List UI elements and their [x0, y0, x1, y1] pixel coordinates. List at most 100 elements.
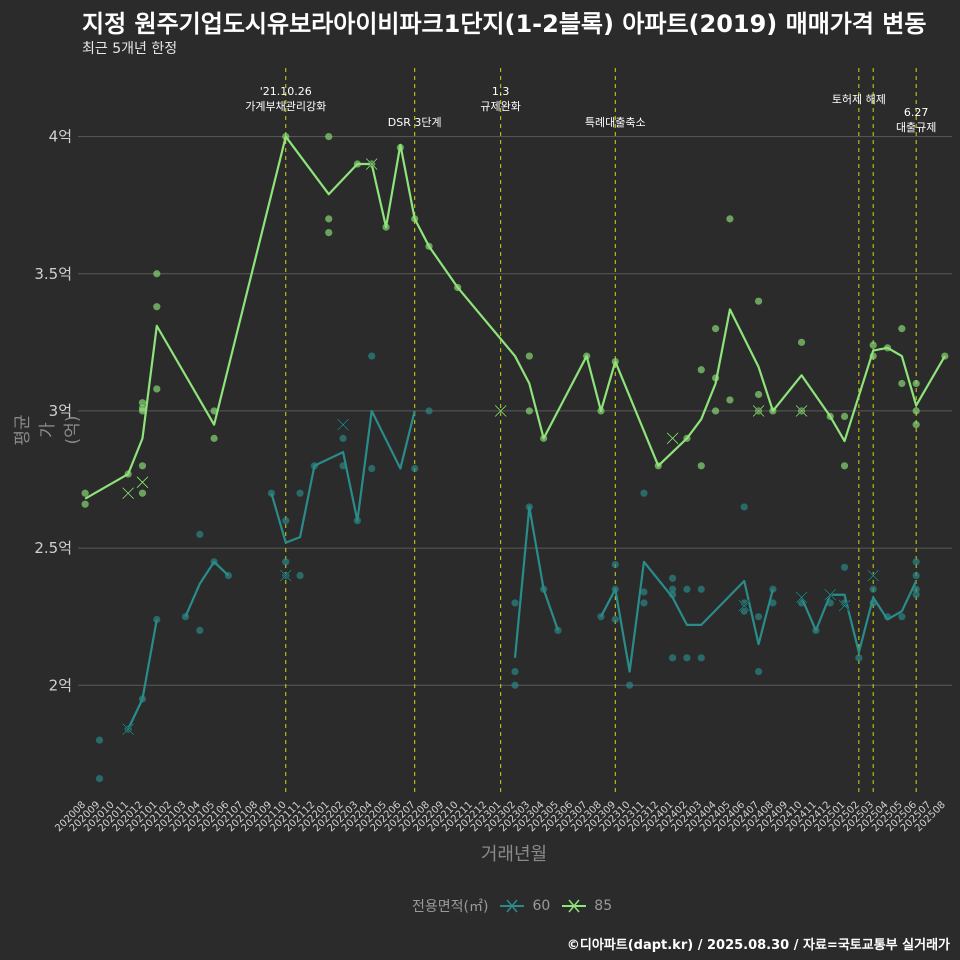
- y-tick-label: 2.5억: [34, 539, 72, 557]
- legend-item-60: 60: [498, 896, 550, 916]
- data-point-60: [740, 607, 748, 615]
- data-point-60: [554, 626, 562, 634]
- event-label: 토허제 해제: [832, 92, 886, 106]
- data-point-85: [325, 229, 333, 237]
- data-point-85: [525, 407, 533, 415]
- data-point-60: [669, 654, 677, 662]
- event-label: 가계부채관리강화: [245, 100, 326, 113]
- x-marker-85: [752, 404, 765, 417]
- x-marker-stroke: [337, 418, 349, 431]
- legend-swatch-60: [500, 899, 525, 913]
- data-point-85: [840, 412, 849, 421]
- x-axis-title: 거래년월: [480, 844, 548, 865]
- data-point-85: [210, 434, 218, 442]
- y-tick-label: 4억: [49, 128, 72, 146]
- data-point-60: [640, 489, 648, 497]
- data-point-60: [411, 464, 419, 473]
- series-line-60: [127, 619, 158, 730]
- series-line-60: [599, 560, 774, 673]
- series-line-60: [184, 560, 230, 618]
- chart-title: 지정 원주기업도시유보라아이비파크1단지(1-2블록) 아파트(2019) 매매…: [82, 10, 927, 38]
- series-line-60: [270, 409, 416, 544]
- data-point-85: [153, 385, 161, 393]
- x-marker-stroke: [279, 569, 292, 582]
- y-tick-label: 2억: [49, 676, 72, 694]
- data-point-60: [339, 434, 347, 442]
- data-point-85: [840, 462, 849, 470]
- data-point-85: [711, 407, 720, 415]
- x-marker-stroke: [824, 588, 837, 601]
- x-marker-60: [279, 569, 292, 582]
- x-marker-60: [795, 591, 808, 604]
- event-lines: [285, 68, 917, 795]
- x-marker-85: [365, 157, 378, 171]
- data-point-85: [81, 500, 89, 508]
- event-label: 특례대출축소: [585, 116, 646, 129]
- data-point-85: [912, 421, 920, 429]
- data-point-60: [296, 571, 304, 580]
- source-caption: ©디아파트(dapt.kr) / 2025.08.30 / 자료=국토교통부 실…: [566, 938, 950, 953]
- data-point-60: [840, 563, 849, 571]
- legend-label-85: 85: [594, 898, 613, 914]
- series-line-85: [84, 135, 946, 500]
- x-marker-stroke: [752, 405, 765, 417]
- event-label: '21.10.26: [260, 85, 312, 98]
- x-marker-stroke: [122, 723, 134, 735]
- data-point-60: [683, 585, 691, 593]
- legend-label-60: 60: [532, 898, 551, 914]
- data-point-60: [296, 489, 304, 497]
- x-marker-85: [666, 432, 679, 445]
- series-line-60: [800, 580, 918, 654]
- data-point-60: [626, 681, 634, 689]
- data-point-60: [282, 517, 290, 525]
- y-tick-label: 3.5억: [34, 265, 72, 283]
- data-point-85: [754, 297, 763, 305]
- data-point-60: [697, 585, 705, 593]
- data-point-60: [95, 736, 104, 744]
- legend-item-85: 85: [560, 896, 612, 916]
- event-label: DSR 3단계: [388, 116, 442, 129]
- data-point-60: [368, 352, 376, 360]
- data-point-60: [511, 599, 519, 607]
- data-point-85: [726, 215, 734, 223]
- data-point-60: [683, 654, 691, 662]
- data-point-60: [640, 588, 648, 596]
- data-point-60: [611, 615, 619, 624]
- data-point-85: [898, 325, 906, 333]
- x-marker-stroke: [738, 599, 751, 612]
- x-marker-stroke: [666, 432, 679, 445]
- chart-subtitle: 최근 5개년 한정: [82, 41, 178, 57]
- data-point-60: [740, 503, 748, 511]
- data-point-85: [711, 325, 720, 333]
- data-point-85: [525, 352, 533, 360]
- y-tick-labels: 2억 2.5억 3억 3.5억 4억: [34, 128, 72, 695]
- x-marker-85: [494, 404, 507, 417]
- x-marker-stroke: [365, 158, 378, 170]
- data-point-60: [754, 667, 763, 676]
- data-point-60: [912, 558, 920, 566]
- data-point-85: [912, 379, 920, 388]
- x-marker-stroke: [136, 476, 149, 489]
- data-point-85: [797, 338, 806, 346]
- x-marker-85: [122, 487, 135, 500]
- y-tick-label: 3억: [49, 402, 72, 420]
- data-point-60: [669, 574, 677, 582]
- x-marker-stroke: [867, 569, 880, 582]
- x-marker-85: [795, 404, 808, 417]
- data-point-85: [138, 407, 147, 415]
- legend-swatch-85: [562, 899, 587, 913]
- data-point-85: [697, 366, 705, 374]
- data-point-85: [138, 489, 147, 497]
- x-marker-60: [122, 723, 135, 736]
- data-point-60: [611, 560, 619, 569]
- x-marker-60: [738, 599, 751, 612]
- x-marker-85: [136, 476, 149, 489]
- x-tick-labels: 2020082020092020102020112020122021012021…: [53, 799, 947, 834]
- series-line-60: [513, 505, 560, 658]
- y-axis-title: 평균가(억): [13, 414, 83, 446]
- x-marker-60: [336, 418, 350, 431]
- data-point-85: [81, 489, 89, 497]
- data-point-85: [153, 303, 161, 311]
